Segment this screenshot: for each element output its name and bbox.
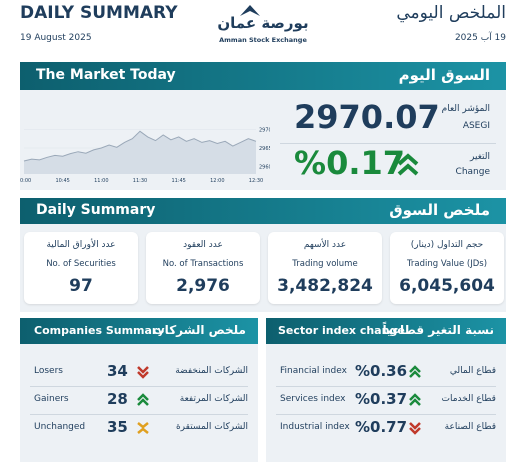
logo-en: Amman Stock Exchange xyxy=(219,36,307,44)
summary-card: عدد الأسهم Trading volume 3,482,824 xyxy=(268,232,382,304)
arrow-icon xyxy=(137,422,149,434)
line xyxy=(23,130,257,162)
index-value: 2970.07 xyxy=(294,98,440,136)
x-tick-label: 11:45 xyxy=(171,178,185,184)
summary-card: حجم التداول (دينار) Trading Value (JDs) 6,… xyxy=(390,232,504,304)
x-tick-label: 12:00 xyxy=(210,178,224,184)
change-label-ar: التغير xyxy=(470,152,490,162)
x-tick-label: 11:00 xyxy=(94,178,108,184)
x-tick-label: 10:00 xyxy=(20,178,31,184)
banner-title-ar: ملخص الشركات xyxy=(152,323,246,337)
y-tick-label: 2965 xyxy=(259,146,270,152)
x-tick-label: 12:30 xyxy=(249,178,263,184)
card-value: 97 xyxy=(69,276,93,296)
banner-title: The Market Today xyxy=(36,67,176,83)
summary-card: عدد العقود No. of Transactions 2,976 xyxy=(146,232,260,304)
card-value: 2,976 xyxy=(176,276,230,296)
row-label-ar: الشركات المنخفضة xyxy=(175,366,248,376)
banner: Daily Summary ملخص السوق xyxy=(20,198,506,224)
title: DAILY SUMMARY xyxy=(20,3,178,23)
up-arrow xyxy=(397,153,419,176)
banner: Companies Summary ملخص الشركات xyxy=(20,318,258,344)
arrow-icon xyxy=(137,366,149,379)
banner: The Market Today السوق اليوم xyxy=(20,62,506,90)
row-label-ar: قطاع الخدمات xyxy=(441,394,496,404)
row-value: %0.77 xyxy=(355,418,408,436)
card-label-ar: عدد الأسهم xyxy=(303,240,347,250)
card-label: No. of Transactions xyxy=(162,259,244,269)
row-value: 35 xyxy=(107,418,128,436)
banner-title-ar: السوق اليوم xyxy=(398,66,490,84)
card-label-ar: عدد الأوراق المالية xyxy=(46,240,116,250)
title-ar: الملخص اليومي xyxy=(396,3,506,23)
arrow-icon xyxy=(409,393,421,406)
row-label: Financial index xyxy=(280,366,347,376)
banner-title: Companies Summary xyxy=(34,324,165,337)
area xyxy=(24,131,256,174)
index-label-ar: المؤشر العام xyxy=(441,104,490,114)
card-value: 3,482,824 xyxy=(277,276,373,296)
arrow-icon xyxy=(137,393,149,406)
change-value: %0.17 xyxy=(294,144,406,182)
row-label-ar: الشركات المرتفعة xyxy=(179,394,248,404)
x-tick-label: 11:30 xyxy=(133,178,147,184)
row-label: Unchanged xyxy=(34,422,86,432)
row-divider xyxy=(276,386,496,387)
y-tick-label: 2960 xyxy=(259,165,270,171)
row-label: Services index xyxy=(280,394,346,404)
card-label-ar: حجم التداول (دينار) xyxy=(410,240,484,250)
row-label: Gainers xyxy=(34,394,69,404)
index-label: ASEGI xyxy=(462,121,490,131)
change-label: Change xyxy=(455,167,490,177)
date-ar: 19 آب 2025 xyxy=(454,33,506,43)
card-label: Trading Value (JDs) xyxy=(406,259,488,269)
row-label-ar: الشركات المستقرة xyxy=(175,422,248,432)
logo-icon xyxy=(240,5,260,16)
y-tick-label: 2970 xyxy=(259,127,270,133)
row-value: %0.36 xyxy=(355,362,408,380)
summary-card: عدد الأوراق المالية No. of Securities 97 xyxy=(24,232,138,304)
divider xyxy=(280,143,496,144)
banner-title-ar: ملخص السوق xyxy=(389,201,490,219)
row-label-ar: قطاع المالي xyxy=(449,366,496,376)
x-tick-label: 10:45 xyxy=(55,178,69,184)
card-label: No. of Securities xyxy=(46,259,116,269)
row-value: 34 xyxy=(107,362,128,380)
row-label: Losers xyxy=(34,366,63,376)
banner-title: Daily Summary xyxy=(36,202,156,218)
date: 19 August 2025 xyxy=(20,33,92,43)
row-value: %0.37 xyxy=(355,390,408,408)
row-value: 28 xyxy=(107,390,128,408)
row-divider xyxy=(30,414,248,415)
row-divider xyxy=(276,414,496,415)
banner-title-ar: نسبة التغير قطاعياً xyxy=(382,323,494,337)
row-label: Industrial index xyxy=(280,422,350,432)
arrow-icon xyxy=(409,422,421,435)
chart: 2960 2965 2970 10:00 10:45 11:00 11:30 11:45 12:… xyxy=(20,127,270,184)
banner-title: Sector index change xyxy=(278,324,405,337)
card-label: Trading volume xyxy=(292,259,358,269)
logo-ar: بورصة عمان xyxy=(217,14,309,32)
row-label-ar: قطاع الصناعة xyxy=(444,422,496,432)
card-value: 6,045,604 xyxy=(399,276,495,296)
banner: Sector index change نسبة التغير قطاعياً xyxy=(266,318,506,344)
card-label-ar: عدد العقود xyxy=(183,240,223,250)
arrow-icon xyxy=(409,365,421,378)
row-divider xyxy=(30,386,248,387)
